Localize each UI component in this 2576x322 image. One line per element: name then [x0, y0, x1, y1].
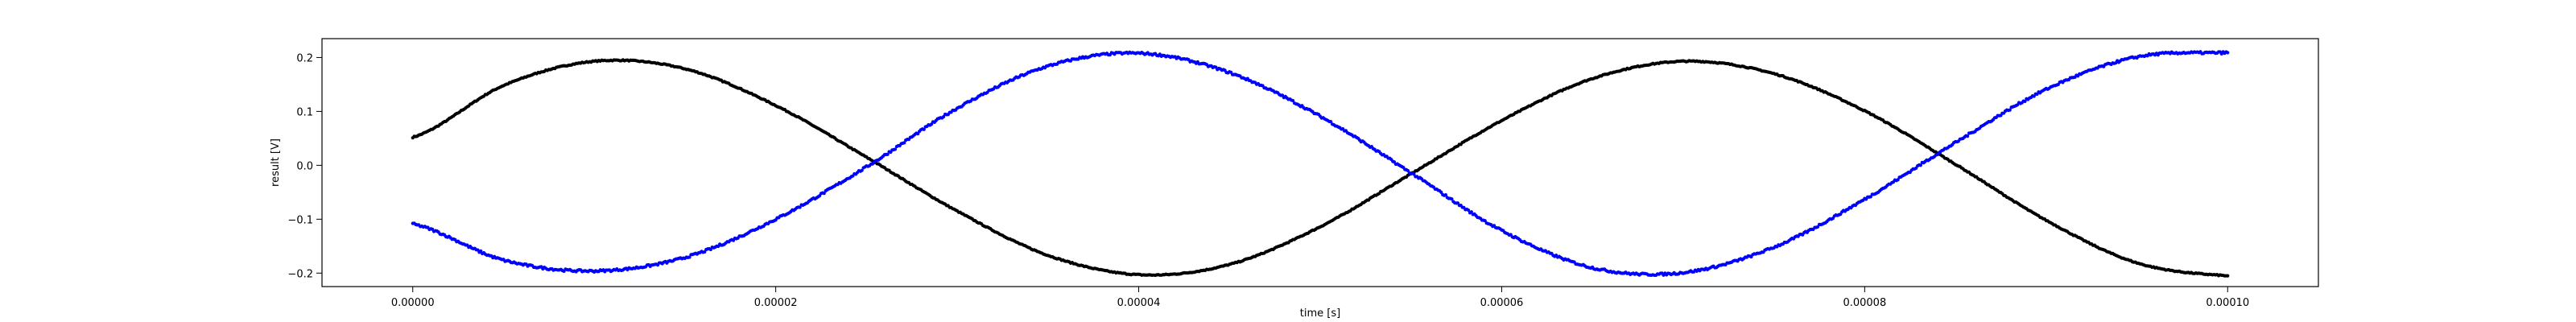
data-point	[886, 152, 890, 156]
plot-frame	[321, 38, 2319, 287]
data-point	[942, 114, 946, 119]
x-axis-label: time [s]	[1300, 308, 1340, 320]
series-2	[411, 50, 2230, 278]
data-point	[1966, 134, 1970, 138]
data-point	[1896, 178, 1900, 182]
y-axis-label: result [V]	[270, 138, 282, 187]
x-tick-label: 0.00000	[391, 297, 435, 309]
y-tick-label: −0.1	[287, 214, 313, 226]
data-point	[1450, 197, 1454, 201]
data-point	[2008, 108, 2012, 112]
data-point	[2023, 99, 2027, 103]
data-point	[893, 147, 898, 151]
data-point	[1483, 219, 1487, 223]
data-point	[1467, 208, 1471, 213]
y-tick-label: 0.2	[296, 52, 313, 64]
data-point	[703, 250, 707, 254]
x-tick-label: 0.00006	[1480, 297, 1524, 309]
x-tick-label: 0.00010	[2206, 297, 2249, 309]
data-point	[1443, 193, 1448, 197]
data-point	[1868, 195, 1872, 199]
y-tick-label: 0.0	[296, 160, 313, 172]
data-point	[2226, 274, 2230, 278]
data-point	[479, 249, 483, 253]
data-point	[902, 141, 906, 145]
series-1	[411, 58, 2230, 278]
data-point	[1412, 172, 1416, 176]
data-point	[2226, 51, 2230, 55]
y-tick-label: 0.1	[296, 106, 313, 118]
series-layer	[411, 50, 2230, 278]
x-tick-label: 0.00008	[1843, 297, 1886, 309]
data-point	[798, 205, 802, 209]
x-axis: 0.00000 0.00002 0.00004 0.00006 0.00008 0.000…	[391, 287, 2249, 309]
data-point	[860, 168, 864, 172]
data-point	[922, 127, 926, 131]
data-point	[822, 192, 826, 196]
data-point	[1214, 65, 1218, 69]
x-tick-label: 0.00002	[754, 297, 798, 309]
data-point	[1329, 120, 1333, 124]
plot-area	[322, 39, 2318, 287]
data-point	[1469, 210, 1473, 214]
data-point	[930, 122, 934, 126]
data-point	[1291, 98, 1295, 103]
data-point	[1439, 190, 1443, 194]
x-tick-label: 0.00004	[1117, 297, 1161, 309]
data-point	[687, 255, 691, 259]
y-tick-label: −0.2	[287, 268, 313, 280]
data-point	[1918, 163, 1922, 167]
y-axis: −0.2 −0.1 0.0 0.1 0.2	[287, 52, 322, 280]
